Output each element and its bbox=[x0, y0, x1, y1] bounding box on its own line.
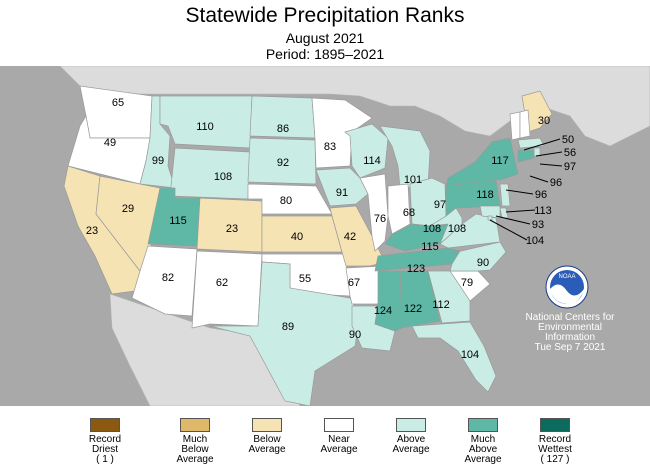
state-ms bbox=[375, 271, 402, 331]
rank-label-va: 108 bbox=[448, 223, 466, 235]
rank-label-oh: 97 bbox=[434, 199, 446, 211]
rank-label-ma: 56 bbox=[564, 147, 576, 159]
rank-label-ok: 55 bbox=[299, 273, 311, 285]
rank-label-de: 113 bbox=[534, 205, 552, 217]
legend-item-record-wettest: Record Wettest( 127 ) bbox=[520, 418, 590, 465]
legend-swatch bbox=[324, 418, 354, 432]
rank-label-nm: 62 bbox=[216, 277, 228, 289]
rank-label-ct: 96 bbox=[550, 177, 562, 189]
legend-swatch bbox=[396, 418, 426, 432]
legend-swatch bbox=[468, 418, 498, 432]
rank-label-mn: 83 bbox=[324, 141, 336, 153]
rank-label-ne: 80 bbox=[280, 195, 292, 207]
state-de bbox=[500, 208, 508, 218]
rank-label-ia: 91 bbox=[336, 187, 348, 199]
map-title: Statewide Precipitation Ranks bbox=[0, 4, 650, 28]
rank-label-id: 99 bbox=[152, 155, 164, 167]
rank-label-wi: 114 bbox=[363, 155, 381, 167]
map-month: August 2021 bbox=[0, 30, 650, 46]
rank-label-md: 93 bbox=[532, 219, 544, 231]
leader-line-md bbox=[496, 216, 530, 224]
legend-label: Average bbox=[304, 445, 374, 455]
map-period: Period: 1895–2021 bbox=[0, 46, 650, 62]
rank-label-mt: 110 bbox=[196, 121, 214, 133]
rank-label-sd: 92 bbox=[277, 157, 289, 169]
rank-label-mi: 101 bbox=[404, 174, 422, 186]
legend-swatch bbox=[180, 418, 210, 432]
rank-label-me: 30 bbox=[538, 115, 550, 127]
legend-label: Average bbox=[376, 445, 446, 455]
legend-label: ( 127 ) bbox=[520, 455, 590, 465]
rank-label-ga: 112 bbox=[432, 299, 450, 311]
credit-date: Tue Sep 7 2021 bbox=[510, 343, 630, 353]
rank-label-ut: 115 bbox=[169, 215, 187, 227]
state-vt bbox=[510, 112, 520, 140]
leader-line-ri bbox=[540, 164, 562, 166]
rank-label-wy: 108 bbox=[214, 171, 232, 183]
rank-label-in: 68 bbox=[403, 207, 415, 219]
state-nh bbox=[520, 110, 530, 138]
legend-label: ( 1 ) bbox=[70, 455, 140, 465]
legend-label: Average bbox=[160, 455, 230, 465]
rank-label-il: 76 bbox=[374, 213, 386, 225]
leader-line-nj bbox=[506, 190, 533, 194]
us-map: 65 49 23 29 99 110 108 115 23 82 62 86 92 80 40 55 89 83 9… bbox=[0, 66, 650, 406]
rank-label-wa: 65 bbox=[112, 97, 124, 109]
rank-label-ky: 115 bbox=[421, 241, 439, 253]
state-nm bbox=[192, 251, 262, 328]
map-area: 65 49 23 29 99 110 108 115 23 82 62 86 92 80 40 55 89 83 9… bbox=[0, 66, 650, 406]
rank-label-ms: 124 bbox=[374, 305, 392, 317]
legend-label: Average bbox=[232, 445, 302, 455]
rank-label-ks: 40 bbox=[291, 231, 303, 243]
legend-swatch bbox=[90, 418, 120, 432]
legend-swatch bbox=[540, 418, 570, 432]
state-fl bbox=[412, 322, 496, 392]
legend-item-record-driest: Record Driest( 1 ) bbox=[70, 418, 140, 465]
state-ri bbox=[534, 148, 540, 156]
rank-label-la: 90 bbox=[349, 329, 361, 341]
rank-label-fl: 104 bbox=[461, 349, 479, 361]
rank-label-ri: 97 bbox=[564, 161, 576, 173]
legend-label: Average bbox=[448, 455, 518, 465]
rank-label-al: 122 bbox=[404, 303, 422, 315]
rank-label-nd: 86 bbox=[277, 123, 289, 135]
legend-item-much-below: Much Below Average bbox=[160, 418, 230, 465]
rank-label-pa: 118 bbox=[476, 189, 494, 201]
legend-item-above: Above Average bbox=[376, 418, 446, 455]
state-ct bbox=[518, 150, 534, 162]
legend-item-near: Near Average bbox=[304, 418, 374, 455]
rank-label-nj: 96 bbox=[535, 189, 547, 201]
rank-label-wv: 108 bbox=[423, 223, 441, 235]
leader-line-ct bbox=[530, 176, 548, 182]
state-dc bbox=[488, 216, 492, 220]
rank-label-nh: 50 bbox=[562, 134, 574, 146]
rank-label-ny: 117 bbox=[491, 155, 509, 167]
rank-label-tn: 123 bbox=[407, 263, 425, 275]
legend-swatch bbox=[252, 418, 282, 432]
noaa-logo: NOAA bbox=[545, 265, 589, 309]
state-wy bbox=[170, 148, 250, 199]
rank-label-or: 49 bbox=[104, 137, 116, 149]
rank-label-nc: 90 bbox=[477, 257, 489, 269]
rank-label-nv: 29 bbox=[122, 203, 134, 215]
rank-label-mo: 42 bbox=[344, 231, 356, 243]
rank-label-dc: 104 bbox=[526, 235, 544, 247]
state-ma bbox=[518, 138, 544, 148]
legend-item-much-above: Much Above Average bbox=[448, 418, 518, 465]
rank-label-ar: 67 bbox=[348, 277, 360, 289]
rank-label-sc: 79 bbox=[461, 277, 473, 289]
legend-item-below: Below Average bbox=[232, 418, 302, 455]
leader-line-de bbox=[506, 210, 535, 212]
rank-label-az: 82 bbox=[162, 272, 174, 284]
rank-label-ca: 23 bbox=[86, 225, 98, 237]
rank-label-tx: 89 bbox=[282, 321, 294, 333]
state-nj bbox=[500, 184, 510, 206]
noaa-logo-text: NOAA bbox=[558, 274, 575, 280]
rank-label-co: 23 bbox=[226, 223, 238, 235]
